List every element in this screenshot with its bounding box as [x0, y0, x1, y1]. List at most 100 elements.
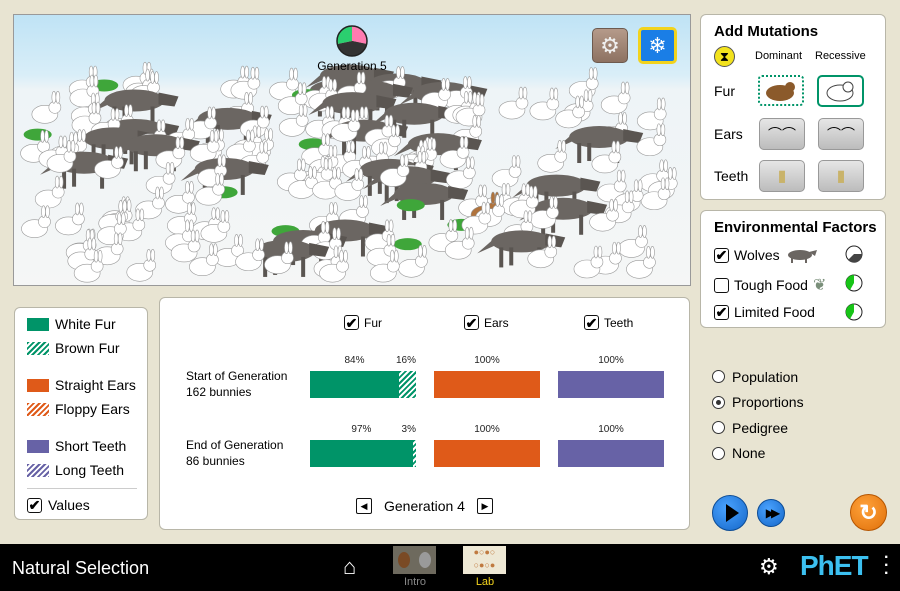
teeth-dominant-button[interactable]: ▮	[759, 160, 805, 192]
more-options-icon[interactable]: · · ·	[884, 549, 890, 582]
screen-tab-intro[interactable]: Intro	[393, 546, 437, 588]
ears-column-checkbox[interactable]: ✔ Ears	[464, 315, 509, 330]
values-label: Values	[48, 497, 90, 513]
radio-button-selected[interactable]	[712, 395, 725, 409]
legend-label: Short Teeth	[55, 438, 127, 454]
radio-pedigree[interactable]: Pedigree	[712, 415, 804, 441]
checkbox-checked[interactable]: ✔	[464, 314, 479, 331]
white-bunny	[398, 245, 428, 278]
radio-proportions[interactable]: Proportions	[712, 390, 804, 416]
generation-clock-icon	[336, 25, 368, 57]
radio-none[interactable]: None	[712, 441, 804, 467]
checkbox-checked[interactable]: ✔	[344, 314, 359, 331]
snowflake-icon: ❄	[648, 32, 667, 58]
white-bunny	[379, 154, 410, 187]
ears-proportion-bar	[434, 371, 540, 398]
white-bunny	[21, 205, 51, 238]
white-bunny	[94, 146, 124, 179]
next-generation-button[interactable]: ▶	[477, 498, 493, 514]
fur-column-checkbox[interactable]: ✔ Fur	[344, 315, 382, 330]
legend-label: Floppy Ears	[55, 401, 130, 417]
limited-food-checkbox[interactable]: ✔ Limited Food	[714, 304, 815, 320]
legend-item: Floppy Ears	[27, 401, 130, 417]
legend-label: Brown Fur	[55, 340, 120, 356]
legend-panel: White Fur Brown Fur Straight Ears Floppy Ea…	[14, 307, 148, 520]
generation-label: Generation 5	[317, 59, 387, 73]
home-icon: ⌂	[343, 554, 357, 579]
fast-forward-icon: ▶▶	[765, 506, 781, 520]
radio-population[interactable]: Population	[712, 364, 804, 390]
white-bunny	[73, 249, 104, 283]
ears-recessive-button[interactable]: ⌒⌒	[818, 118, 864, 150]
white-bunny	[568, 67, 599, 100]
wolf-icon	[787, 250, 817, 263]
environmental-factors-panel: Environmental Factors ✔ Wolves Tough Food…	[700, 210, 886, 328]
arctic-environment-button[interactable]: ❄	[638, 27, 677, 64]
gear-icon: ⚙	[600, 32, 620, 58]
simulation-scene[interactable]: Generation 5 ⚙ ❄	[13, 14, 691, 286]
phet-logo[interactable]: PhET	[800, 550, 869, 581]
legend-label: Long Teeth	[55, 462, 125, 478]
tough-food-label: Tough Food	[734, 277, 808, 293]
ears-dominant-button[interactable]: ⌒⌒	[759, 118, 805, 150]
checkbox-checked[interactable]: ✔	[714, 247, 729, 263]
dominant-segment	[310, 371, 400, 398]
navigation-bar: Natural Selection ⌂ Intro ●○●○ ○●○● Lab ⚙…	[0, 544, 900, 591]
white-bunny	[195, 172, 225, 206]
white-bunny	[537, 139, 568, 173]
legend-item: White Fur	[27, 316, 116, 332]
environment-settings-button[interactable]: ⚙	[592, 28, 628, 63]
legend-divider	[27, 488, 137, 489]
wolf	[380, 182, 469, 220]
teeth-recessive-button[interactable]: ▮	[818, 160, 864, 192]
checkbox-checked[interactable]: ✔	[27, 497, 42, 513]
white-bunny	[491, 155, 522, 188]
screen-tab-lab[interactable]: ●○●○ ○●○● Lab	[463, 546, 507, 588]
white-bunny	[600, 81, 631, 115]
previous-generation-button[interactable]: ◀	[356, 498, 372, 514]
dominant-percent: 100%	[598, 355, 624, 366]
hourglass-icon: ⧗	[714, 46, 735, 67]
white-bunny	[626, 245, 656, 279]
radio-button[interactable]	[712, 421, 725, 435]
gear-icon: ⚙	[759, 554, 779, 579]
checkbox-checked[interactable]: ✔	[584, 314, 599, 331]
play-button[interactable]	[712, 495, 748, 531]
fur-recessive-button[interactable]	[817, 75, 864, 107]
radio-button[interactable]	[712, 370, 725, 384]
lab-screen-icon: ●○●○ ○●○●	[463, 546, 506, 574]
tough-food-checkbox[interactable]: Tough Food ❦	[714, 275, 826, 295]
wolves-label: Wolves	[734, 247, 780, 263]
play-icon	[725, 504, 739, 522]
values-checkbox[interactable]: ✔ Values	[27, 497, 90, 513]
end-generation-label: End of Generation 86 bunnies	[186, 437, 283, 469]
white-bunny	[200, 210, 231, 243]
white-bunny	[555, 95, 585, 129]
fast-forward-button[interactable]: ▶▶	[757, 499, 785, 527]
white-bunny	[446, 156, 476, 190]
legend-item: Brown Fur	[27, 340, 120, 356]
recessive-label: Recessive	[815, 50, 866, 62]
dominant-percent: 100%	[474, 424, 500, 435]
wolves-checkbox[interactable]: ✔ Wolves	[714, 246, 819, 264]
radio-label: Proportions	[732, 394, 804, 411]
reset-button[interactable]: ↻	[850, 494, 887, 531]
radio-label: None	[732, 445, 766, 462]
recessive-percent: 16%	[395, 355, 416, 366]
tough-food-timer-icon	[845, 274, 863, 292]
radio-button[interactable]	[712, 446, 725, 460]
bunny-wolf-population	[20, 61, 678, 283]
wolves-timer-icon	[845, 245, 863, 263]
home-button[interactable]: ⌂	[343, 554, 356, 580]
dominant-percent: 97%	[351, 424, 372, 435]
white-bunny	[34, 175, 65, 209]
food-shrub	[396, 199, 425, 212]
white-bunny	[277, 82, 308, 116]
settings-menu-button[interactable]: ⚙	[759, 554, 779, 580]
checkbox-unchecked[interactable]	[714, 277, 729, 293]
legend-swatch	[27, 378, 49, 392]
checkbox-checked[interactable]: ✔	[714, 304, 729, 320]
teeth-column-checkbox[interactable]: ✔ Teeth	[584, 315, 633, 330]
fur-dominant-button[interactable]	[758, 75, 804, 106]
white-bunny	[319, 249, 349, 283]
